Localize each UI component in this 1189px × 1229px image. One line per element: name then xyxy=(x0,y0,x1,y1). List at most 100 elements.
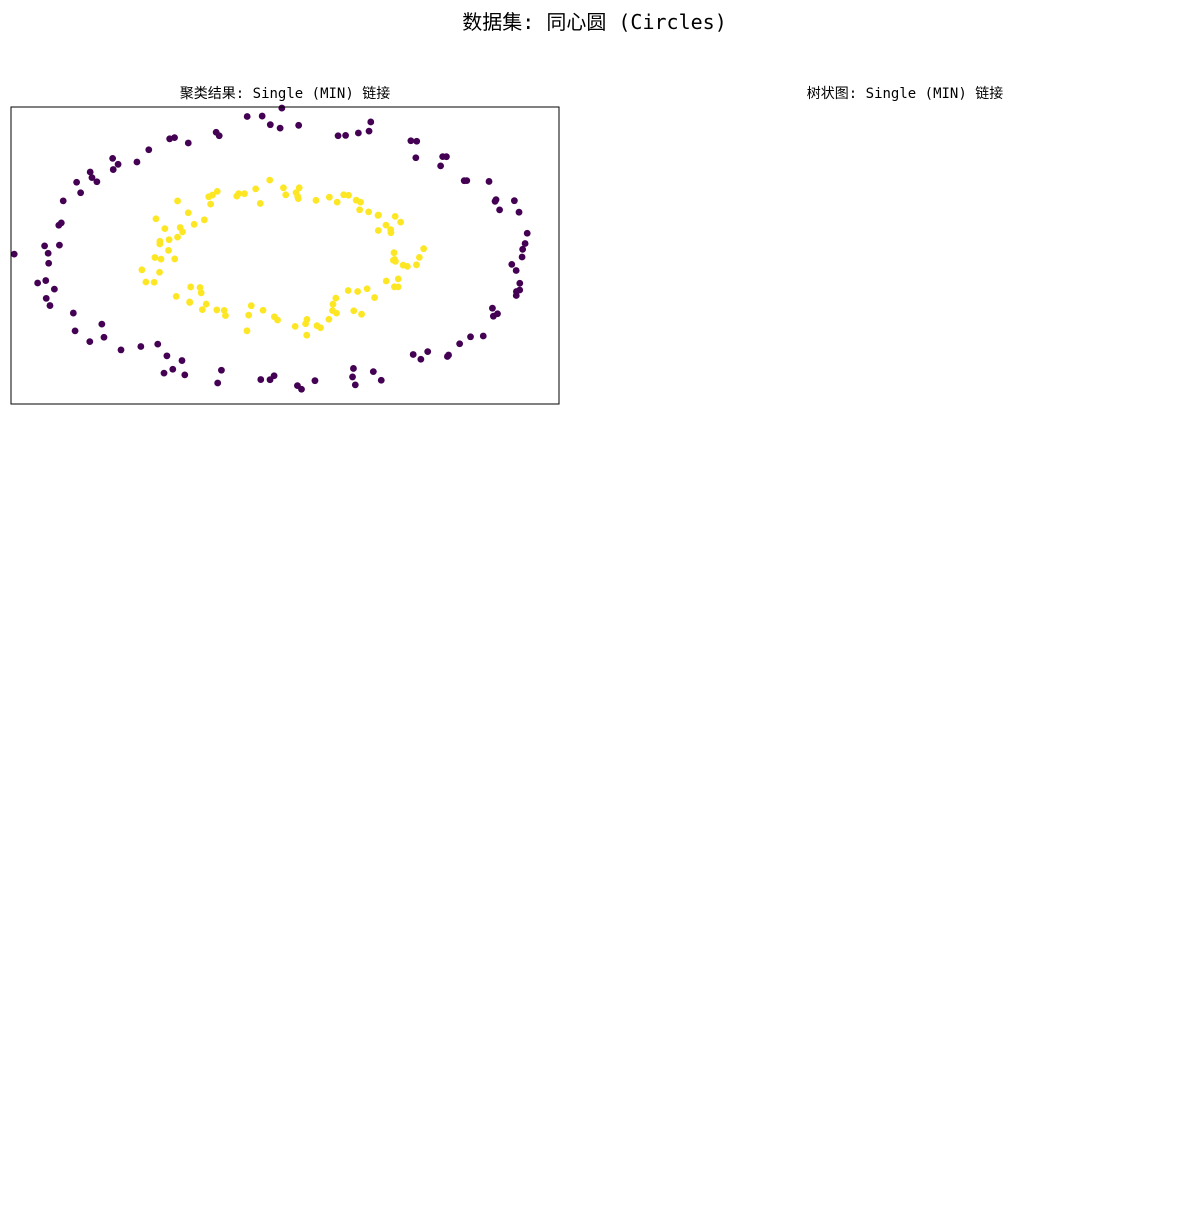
point-cluster-0 xyxy=(10,250,18,258)
point-cluster-0 xyxy=(365,127,373,135)
point-cluster-1 xyxy=(354,288,362,295)
point-cluster-1 xyxy=(152,215,160,223)
point-cluster-1 xyxy=(157,255,165,263)
point-cluster-0 xyxy=(100,333,108,341)
point-cluster-1 xyxy=(365,208,373,216)
point-cluster-1 xyxy=(196,284,204,291)
point-cluster-0 xyxy=(86,338,94,345)
point-cluster-0 xyxy=(424,348,432,356)
point-cluster-0 xyxy=(258,112,266,120)
point-cluster-0 xyxy=(42,294,50,302)
scatter-title: 聚类结果: Single (MIN) 链接 xyxy=(180,85,390,102)
point-cluster-1 xyxy=(371,294,378,301)
point-cluster-0 xyxy=(460,177,468,185)
point-cluster-1 xyxy=(256,200,264,207)
point-cluster-0 xyxy=(145,146,153,154)
point-cluster-0 xyxy=(367,118,375,126)
point-cluster-1 xyxy=(333,309,340,317)
point-cluster-1 xyxy=(363,285,371,293)
point-cluster-1 xyxy=(352,196,360,204)
point-cluster-0 xyxy=(351,381,359,389)
point-cluster-1 xyxy=(220,306,228,314)
point-cluster-1 xyxy=(295,184,303,192)
point-cluster-0 xyxy=(71,327,79,335)
point-cluster-0 xyxy=(445,351,452,359)
point-cluster-1 xyxy=(291,322,299,330)
point-cluster-0 xyxy=(516,286,524,294)
point-cluster-0 xyxy=(413,137,421,145)
point-cluster-0 xyxy=(98,320,106,328)
point-cluster-0 xyxy=(437,162,445,170)
point-cluster-1 xyxy=(197,289,205,297)
point-cluster-1 xyxy=(375,211,382,219)
point-cluster-0 xyxy=(88,174,96,182)
point-cluster-1 xyxy=(138,266,146,274)
point-cluster-0 xyxy=(184,139,192,147)
point-cluster-0 xyxy=(42,277,50,284)
point-cluster-0 xyxy=(278,104,286,112)
point-cluster-0 xyxy=(154,340,162,348)
point-cluster-0 xyxy=(59,197,67,205)
point-cluster-0 xyxy=(521,240,529,247)
point-cluster-1 xyxy=(292,189,300,197)
point-cluster-1 xyxy=(391,256,398,263)
point-cluster-1 xyxy=(312,196,320,204)
point-cluster-0 xyxy=(342,132,350,139)
point-cluster-0 xyxy=(214,379,222,387)
point-cluster-0 xyxy=(86,168,94,176)
point-cluster-1 xyxy=(325,315,333,323)
point-cluster-1 xyxy=(171,255,179,263)
point-cluster-1 xyxy=(200,216,208,224)
point-cluster-1 xyxy=(179,228,186,236)
point-cluster-0 xyxy=(369,368,377,376)
point-cluster-0 xyxy=(479,332,487,340)
point-cluster-0 xyxy=(178,357,186,364)
point-cluster-0 xyxy=(45,259,53,267)
point-cluster-1 xyxy=(280,184,287,192)
point-cluster-1 xyxy=(213,187,221,195)
point-cluster-1 xyxy=(325,193,333,201)
point-cluster-0 xyxy=(41,242,48,250)
point-cluster-1 xyxy=(190,220,198,228)
point-cluster-0 xyxy=(407,137,415,145)
point-cluster-0 xyxy=(163,352,171,360)
point-cluster-1 xyxy=(186,299,194,306)
point-cluster-0 xyxy=(523,229,531,237)
point-cluster-0 xyxy=(496,206,504,214)
point-cluster-1 xyxy=(415,254,423,261)
point-cluster-0 xyxy=(266,121,274,129)
point-cluster-0 xyxy=(485,178,493,185)
point-cluster-0 xyxy=(57,219,65,227)
point-cluster-0 xyxy=(412,154,420,162)
point-cluster-1 xyxy=(333,198,341,206)
point-cluster-1 xyxy=(382,277,390,285)
point-cluster-1 xyxy=(332,294,340,302)
point-cluster-1 xyxy=(350,307,358,315)
point-cluster-1 xyxy=(344,287,352,294)
point-cluster-1 xyxy=(205,193,213,201)
point-cluster-0 xyxy=(334,132,342,140)
point-cluster-0 xyxy=(243,113,251,120)
point-cluster-1 xyxy=(198,306,206,314)
point-cluster-0 xyxy=(518,253,526,261)
point-cluster-1 xyxy=(387,226,395,234)
point-cluster-1 xyxy=(233,192,241,200)
point-cluster-0 xyxy=(489,304,496,312)
point-cluster-1 xyxy=(266,176,274,184)
point-cluster-1 xyxy=(345,191,352,199)
point-cluster-1 xyxy=(391,212,399,220)
scatter_single: 聚类结果: Single (MIN) 链接 xyxy=(10,85,560,405)
point-cluster-1 xyxy=(187,283,195,291)
point-cluster-1 xyxy=(394,275,402,283)
point-cluster-0 xyxy=(160,369,168,377)
point-cluster-0 xyxy=(109,154,117,162)
point-cluster-1 xyxy=(397,218,405,226)
point-cluster-0 xyxy=(354,129,362,137)
point-cluster-0 xyxy=(409,351,417,358)
point-cluster-0 xyxy=(512,267,520,274)
point-cluster-1 xyxy=(241,190,248,198)
point-cluster-1 xyxy=(329,300,337,308)
point-cluster-1 xyxy=(274,316,281,324)
point-cluster-0 xyxy=(494,310,501,318)
